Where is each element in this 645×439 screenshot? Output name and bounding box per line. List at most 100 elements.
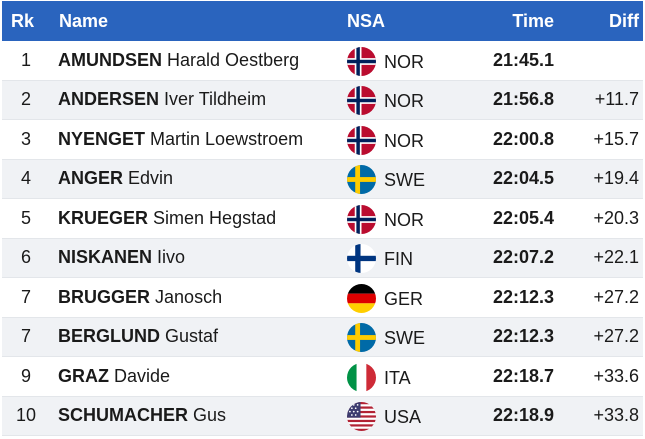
diff-cell: +15.7 bbox=[593, 128, 639, 149]
header-diff[interactable]: Diff bbox=[609, 10, 639, 31]
athlete-name-cell[interactable]: KRUEGER Simen Hegstad bbox=[58, 208, 276, 229]
table-body: 1 AMUNDSEN Harald Oestberg NOR 21:45.1 2 ANDE… bbox=[2, 41, 643, 436]
germany-flag-icon bbox=[347, 283, 376, 313]
athlete-first-name: Martin Loewstroem bbox=[150, 128, 304, 149]
nsa-code: SWE bbox=[384, 170, 426, 191]
athlete-first-name: Davide bbox=[114, 365, 171, 386]
diff-cell: +22.1 bbox=[593, 247, 639, 268]
time-cell: 22:05.4 bbox=[492, 207, 554, 228]
rank-cell: 10 bbox=[15, 405, 37, 426]
nsa-code: GER bbox=[384, 288, 424, 309]
finland-flag-icon bbox=[347, 244, 376, 274]
diff-cell: +33.6 bbox=[593, 365, 639, 386]
athlete-last-name: KRUEGER bbox=[58, 207, 149, 228]
diff-cell: +27.2 bbox=[593, 286, 639, 307]
time-cell: 22:18.9 bbox=[492, 405, 554, 426]
nsa-cell: FIN bbox=[347, 242, 413, 274]
athlete-last-name: BRUGGER bbox=[58, 286, 151, 307]
table-row[interactable]: 1 AMUNDSEN Harald Oestberg NOR 21:45.1 bbox=[2, 41, 643, 81]
athlete-name-cell[interactable]: ANGER Edvin bbox=[58, 168, 173, 189]
rank-cell: 2 bbox=[20, 89, 31, 110]
nsa-cell: GER bbox=[347, 282, 423, 313]
nsa-code: USA bbox=[384, 407, 422, 428]
athlete-name-cell[interactable]: NYENGET Martin Loewstroem bbox=[58, 129, 303, 150]
time-cell: 22:12.3 bbox=[492, 286, 554, 307]
athlete-name-cell[interactable]: BERGLUND Gustaf bbox=[58, 326, 218, 347]
norway-flag-icon bbox=[347, 125, 376, 155]
table-header: Rk Name NSA Time Diff bbox=[2, 1, 643, 41]
nsa-cell: NOR bbox=[347, 84, 424, 116]
nsa-cell: USA bbox=[347, 400, 422, 432]
table-row[interactable]: 9 GRAZ Davide ITA 22:18.7 +33.6 bbox=[2, 357, 643, 397]
norway-flag-icon bbox=[347, 204, 376, 234]
nsa-code: SWE bbox=[384, 328, 426, 349]
rank-cell: 7 bbox=[20, 326, 31, 347]
header-time[interactable]: Time bbox=[512, 10, 554, 31]
athlete-name-cell[interactable]: AMUNDSEN Harald Oestberg bbox=[58, 50, 299, 71]
nsa-code: NOR bbox=[384, 209, 424, 230]
rank-cell: 6 bbox=[20, 247, 31, 268]
nsa-code: NOR bbox=[384, 130, 424, 151]
athlete-first-name: Iver Tildheim bbox=[164, 89, 267, 110]
diff-cell: +27.2 bbox=[593, 326, 639, 347]
table-row[interactable]: 6 NISKANEN Iivo FIN 22:07.2 +22.1 bbox=[2, 238, 643, 278]
nsa-cell: NOR bbox=[347, 124, 424, 155]
sweden-flag-icon bbox=[347, 165, 376, 195]
athlete-last-name: ANDERSEN bbox=[58, 89, 160, 110]
header-rank[interactable]: Rk bbox=[11, 10, 35, 31]
athlete-first-name: Janosch bbox=[155, 286, 223, 307]
rank-cell: 5 bbox=[20, 207, 31, 228]
athlete-last-name: GRAZ bbox=[58, 365, 109, 386]
time-cell: 22:00.8 bbox=[492, 128, 554, 149]
table-row[interactable]: 7 BERGLUND Gustaf SWE 22:12.3 +27.2 bbox=[2, 317, 643, 357]
athlete-last-name: BERGLUND bbox=[58, 326, 160, 347]
time-cell: 21:56.8 bbox=[492, 89, 554, 110]
nsa-cell: ITA bbox=[347, 361, 411, 392]
nsa-code: NOR bbox=[384, 51, 424, 72]
time-cell: 22:18.7 bbox=[492, 365, 554, 386]
nsa-code: ITA bbox=[384, 367, 411, 388]
diff-cell: +33.8 bbox=[593, 405, 639, 426]
norway-flag-icon bbox=[347, 86, 376, 116]
rank-cell: 4 bbox=[20, 168, 31, 189]
rank-cell: 3 bbox=[20, 128, 31, 149]
nsa-cell: SWE bbox=[347, 321, 426, 353]
nsa-cell: NOR bbox=[347, 203, 424, 234]
athlete-first-name: Harald Oestberg bbox=[167, 49, 300, 70]
table-row[interactable]: 10 SCHUMACHER Gus USA 22:18.9 +33.8 bbox=[2, 396, 643, 436]
athlete-name-cell[interactable]: GRAZ Davide bbox=[58, 366, 170, 387]
nsa-cell: NOR bbox=[347, 45, 424, 76]
time-cell: 22:07.2 bbox=[492, 247, 554, 268]
header-nsa[interactable]: NSA bbox=[347, 10, 386, 31]
athlete-name-cell[interactable]: SCHUMACHER Gus bbox=[58, 405, 226, 426]
nsa-cell: SWE bbox=[347, 163, 426, 195]
time-cell: 22:04.5 bbox=[492, 168, 554, 189]
norway-flag-icon bbox=[347, 46, 376, 76]
table-row[interactable]: 2 ANDERSEN Iver Tildheim NOR 21:56.8 +11.7 bbox=[2, 80, 643, 120]
diff-cell: +11.7 bbox=[594, 89, 639, 110]
table-row[interactable]: 3 NYENGET Martin Loewstroem NOR 22:00.8 +15.… bbox=[2, 120, 643, 160]
athlete-name-cell[interactable]: ANDERSEN Iver Tildheim bbox=[58, 89, 266, 110]
athlete-first-name: Simen Hegstad bbox=[153, 207, 277, 228]
athlete-last-name: ANGER bbox=[58, 168, 124, 189]
athlete-name-cell[interactable]: BRUGGER Janosch bbox=[58, 287, 222, 308]
athlete-name-cell[interactable]: NISKANEN Iivo bbox=[58, 247, 185, 268]
athlete-first-name: Gus bbox=[193, 405, 227, 426]
nsa-code: FIN bbox=[384, 249, 413, 270]
diff-cell: +20.3 bbox=[593, 207, 639, 228]
athlete-first-name: Gustaf bbox=[165, 326, 219, 347]
rank-cell: 1 bbox=[20, 49, 31, 70]
athlete-last-name: SCHUMACHER bbox=[58, 405, 188, 426]
time-cell: 21:45.1 bbox=[492, 49, 554, 70]
table-row[interactable]: 5 KRUEGER Simen Hegstad NOR 22:05.4 +20.3 bbox=[2, 199, 643, 239]
header-name[interactable]: Name bbox=[59, 10, 109, 31]
athlete-first-name: Iivo bbox=[157, 247, 186, 268]
athlete-last-name: NISKANEN bbox=[58, 247, 153, 268]
rank-cell: 9 bbox=[20, 365, 31, 386]
table-row[interactable]: 7 BRUGGER Janosch GER 22:12.3 +27.2 bbox=[2, 278, 643, 318]
italy-flag-icon bbox=[347, 362, 376, 392]
athlete-last-name: AMUNDSEN bbox=[58, 49, 163, 70]
athlete-last-name: NYENGET bbox=[58, 128, 146, 149]
table-row[interactable]: 4 ANGER Edvin SWE 22:04.5 +19.4 bbox=[2, 159, 643, 199]
